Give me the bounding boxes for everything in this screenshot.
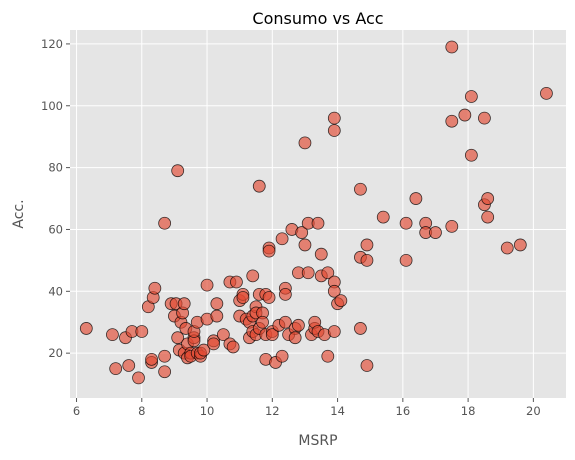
data-point <box>252 179 266 193</box>
data-point <box>171 164 185 178</box>
data-point <box>226 340 240 354</box>
data-point <box>334 294 348 307</box>
data-point <box>148 281 162 295</box>
data-point <box>409 192 423 205</box>
y-axis-label: Acc. <box>11 199 27 228</box>
x-tick-label: 18 <box>461 404 476 418</box>
data-point <box>171 331 185 345</box>
data-point <box>145 352 158 366</box>
x-tick-label: 8 <box>138 404 145 418</box>
data-point <box>197 343 211 357</box>
data-point <box>481 210 495 224</box>
data-points <box>79 40 553 385</box>
data-point <box>360 238 374 252</box>
data-point <box>327 124 341 137</box>
data-point <box>79 322 93 335</box>
data-point <box>327 111 341 125</box>
data-point <box>429 226 442 239</box>
data-point <box>540 86 553 100</box>
data-point <box>262 244 276 258</box>
y-tick-label: 60 <box>48 222 63 236</box>
data-point <box>354 182 367 196</box>
x-tick-label: 12 <box>265 404 280 418</box>
data-point <box>210 309 224 323</box>
data-point <box>327 325 341 338</box>
y-tick-label: 120 <box>41 37 63 51</box>
data-point <box>327 284 341 298</box>
data-point <box>158 365 172 379</box>
data-point <box>210 297 224 311</box>
data-point <box>278 315 292 329</box>
data-point <box>445 219 459 233</box>
data-point <box>500 241 514 255</box>
data-point <box>265 328 279 342</box>
data-point <box>246 269 260 283</box>
chart-title: Consumo vs Acc <box>252 9 383 28</box>
data-point <box>464 148 478 162</box>
data-point <box>354 322 367 335</box>
data-point <box>106 328 119 342</box>
data-point <box>288 331 302 345</box>
data-point <box>295 226 309 239</box>
data-point <box>135 325 149 338</box>
data-point <box>158 216 172 230</box>
data-point <box>478 111 491 125</box>
data-point <box>275 232 289 246</box>
data-point <box>321 349 335 363</box>
data-point <box>314 247 328 261</box>
data-point <box>445 40 459 54</box>
data-point <box>292 318 305 332</box>
y-tick-label: 80 <box>48 161 63 175</box>
data-point <box>376 210 390 224</box>
x-axis-ticks: 6 8 10 12 14 16 18 20 <box>73 398 541 418</box>
data-point <box>230 275 243 289</box>
data-point <box>132 371 145 385</box>
x-axis-label: MSRP <box>298 433 337 449</box>
data-point <box>275 349 289 363</box>
data-point <box>321 266 335 280</box>
data-point <box>216 328 230 342</box>
data-point <box>301 266 315 280</box>
data-point <box>360 359 374 372</box>
data-point <box>298 136 312 150</box>
y-axis-ticks: 20 40 60 80 100 120 <box>41 37 70 360</box>
data-point <box>399 253 413 267</box>
data-point <box>298 238 312 252</box>
data-point <box>311 216 325 230</box>
x-tick-label: 16 <box>396 404 411 418</box>
data-point <box>445 114 459 128</box>
data-point <box>513 238 527 252</box>
data-point <box>177 297 191 311</box>
y-tick-label: 40 <box>48 284 63 298</box>
data-point <box>278 288 292 301</box>
data-point <box>399 216 413 230</box>
data-point <box>262 291 276 304</box>
data-point <box>158 349 172 363</box>
data-point <box>481 192 495 205</box>
data-point <box>256 315 269 329</box>
data-point <box>200 278 214 292</box>
data-point <box>360 253 374 267</box>
data-point <box>109 362 123 376</box>
x-tick-label: 10 <box>200 404 215 418</box>
data-point <box>207 337 220 351</box>
data-point <box>464 90 478 103</box>
data-point <box>122 359 136 372</box>
data-point <box>458 108 472 122</box>
x-tick-label: 14 <box>330 404 345 418</box>
x-tick-label: 20 <box>526 404 541 418</box>
x-tick-label: 6 <box>73 404 80 418</box>
y-tick-label: 100 <box>41 99 63 113</box>
y-tick-label: 20 <box>48 346 63 360</box>
data-point <box>236 291 250 304</box>
